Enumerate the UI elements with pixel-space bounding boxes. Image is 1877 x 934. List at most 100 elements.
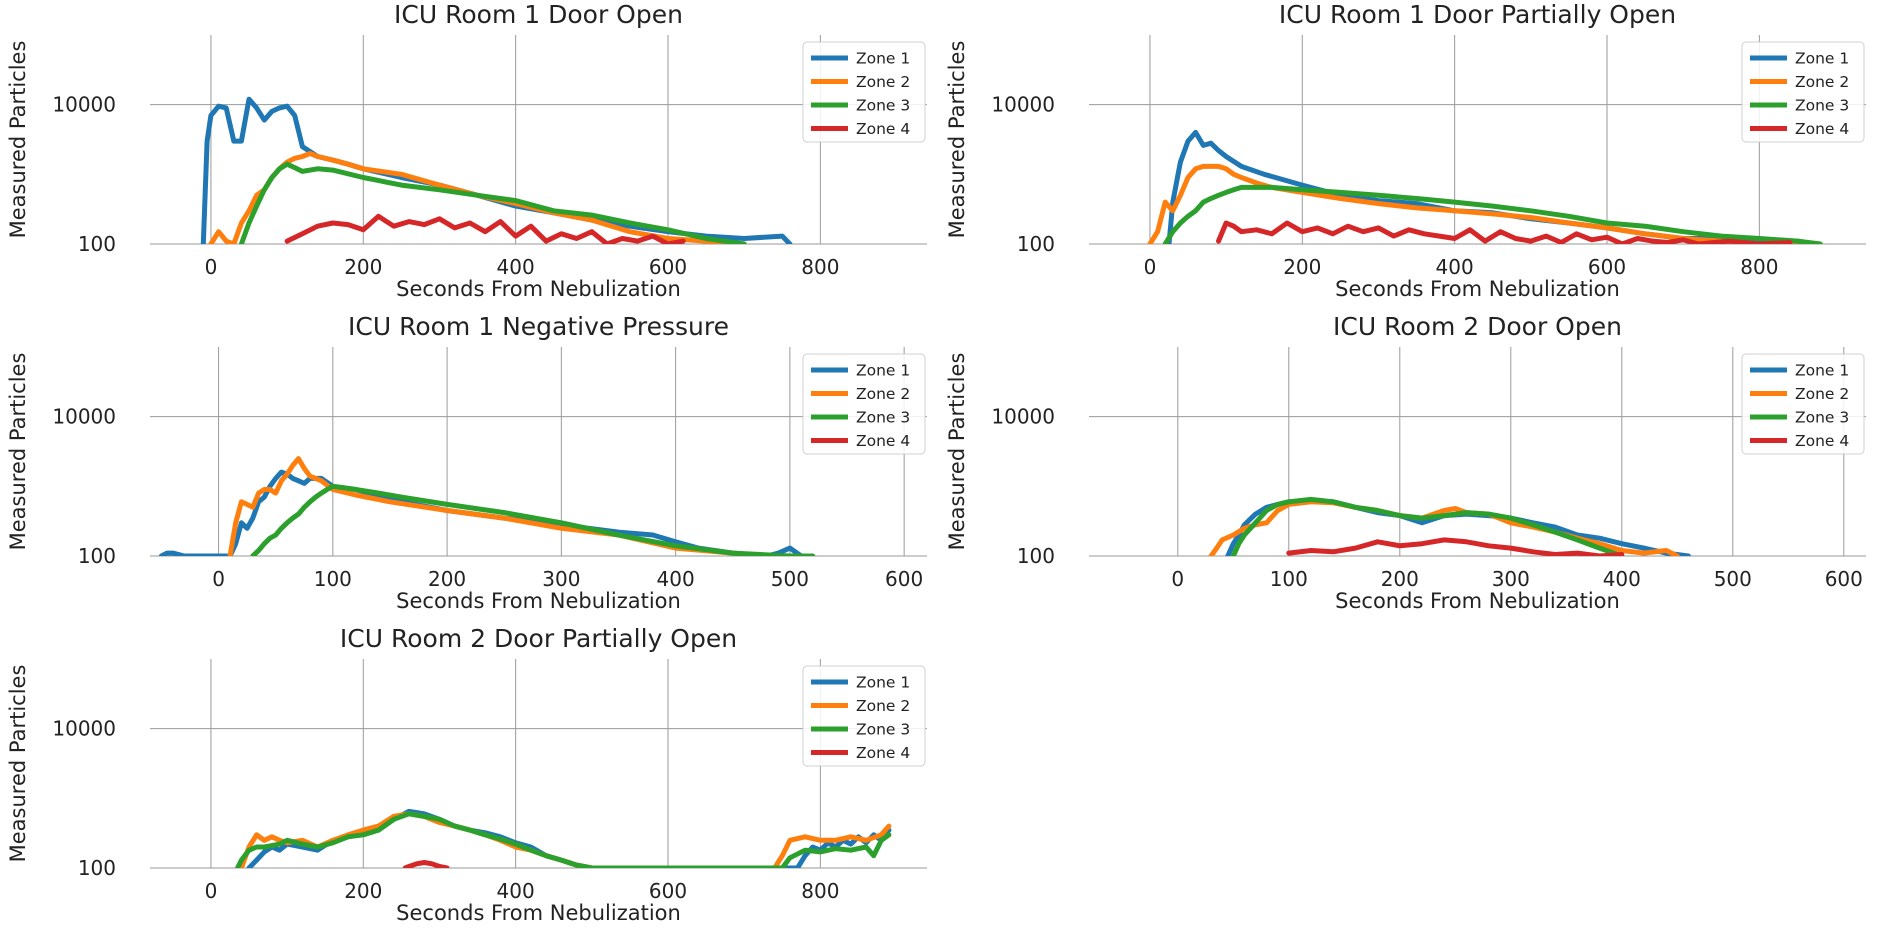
legend-entry-zone-3: Zone 3 bbox=[1795, 409, 1849, 427]
x-axis-label: Seconds From Nebulization bbox=[1335, 277, 1620, 301]
x-tick-label: 200 bbox=[344, 879, 382, 903]
x-tick-label: 200 bbox=[1283, 255, 1321, 279]
legend-entry-zone-1: Zone 1 bbox=[856, 674, 910, 692]
series-line-zone-3 bbox=[1230, 496, 1625, 556]
legend-entry-zone-4: Zone 4 bbox=[1795, 432, 1849, 450]
legend-box bbox=[1741, 41, 1865, 143]
series-line-zone-3 bbox=[250, 483, 816, 556]
series-line-zone-2 bbox=[1208, 499, 1680, 556]
legend-entry-zone-4: Zone 4 bbox=[856, 744, 910, 762]
chart-panel-2: 0 200 400 600 800 100 10000 ICU Room 1 Door Par… bbox=[945, 0, 1866, 301]
x-tick-label: 600 bbox=[649, 879, 687, 903]
x-tick-label: 500 bbox=[1714, 567, 1752, 591]
series-line-zone-2 bbox=[208, 150, 747, 244]
legend-entry-zone-2: Zone 2 bbox=[856, 385, 910, 403]
x-axis-label: Seconds From Nebulization bbox=[396, 901, 681, 925]
y-axis-label: Measured Particles bbox=[6, 665, 30, 863]
legend-entry-zone-3: Zone 3 bbox=[1795, 97, 1849, 115]
x-tick-label: 300 bbox=[1492, 567, 1530, 591]
x-axis-label: Seconds From Nebulization bbox=[396, 589, 681, 613]
y-tick-label: 100 bbox=[78, 856, 116, 880]
chart-title: ICU Room 1 Door Open bbox=[394, 0, 683, 29]
series-lines bbox=[1147, 129, 1823, 244]
legend-box bbox=[802, 665, 926, 767]
x-tick-label: 400 bbox=[1603, 567, 1641, 591]
x-tick-label: 100 bbox=[314, 567, 352, 591]
series-line-zone-3 bbox=[235, 811, 892, 868]
chart-title: ICU Room 1 Door Partially Open bbox=[1279, 0, 1676, 29]
legend-entry-zone-1: Zone 1 bbox=[856, 50, 910, 68]
x-tick-label: 600 bbox=[1588, 255, 1626, 279]
series-line-zone-4 bbox=[284, 213, 686, 244]
y-axis-label: Measured Particles bbox=[6, 353, 30, 551]
series-line-zone-2 bbox=[227, 456, 770, 556]
x-tick-label: 200 bbox=[344, 255, 382, 279]
series-line-zone-4 bbox=[1286, 537, 1625, 556]
x-tick-label: 300 bbox=[542, 567, 580, 591]
legend-box bbox=[802, 41, 926, 143]
legend: Zone 1 Zone 2 Zone 3 Zone 4 bbox=[1741, 353, 1865, 455]
legend-entry-zone-2: Zone 2 bbox=[856, 73, 910, 91]
x-tick-label: 200 bbox=[428, 567, 466, 591]
legend: Zone 1 Zone 2 Zone 3 Zone 4 bbox=[802, 41, 926, 143]
legend-entry-zone-2: Zone 2 bbox=[1795, 73, 1849, 91]
x-tick-label: 400 bbox=[497, 879, 535, 903]
series-line-zone-1 bbox=[158, 469, 804, 556]
x-tick-label: 500 bbox=[771, 567, 809, 591]
series-line-zone-4 bbox=[1216, 220, 1793, 244]
chart-panel-5: 0 200 400 600 800 100 10000 ICU Room 2 Door Par… bbox=[6, 624, 927, 925]
legend: Zone 1 Zone 2 Zone 3 Zone 4 bbox=[1741, 41, 1865, 143]
chart-title: ICU Room 2 Door Open bbox=[1333, 312, 1622, 341]
x-axis-label: Seconds From Nebulization bbox=[396, 277, 681, 301]
legend: Zone 1 Zone 2 Zone 3 Zone 4 bbox=[802, 665, 926, 767]
y-tick-label: 100 bbox=[1017, 232, 1055, 256]
x-tick-label: 0 bbox=[205, 255, 218, 279]
x-tick-label: 600 bbox=[1825, 567, 1863, 591]
x-tick-label: 0 bbox=[1171, 567, 1184, 591]
x-tick-label: 0 bbox=[212, 567, 225, 591]
y-axis-label: Measured Particles bbox=[945, 353, 969, 551]
y-tick-label: 10000 bbox=[991, 93, 1055, 117]
series-lines bbox=[158, 456, 816, 556]
x-tick-label: 800 bbox=[801, 879, 839, 903]
series-lines bbox=[235, 808, 892, 868]
legend-entry-zone-2: Zone 2 bbox=[856, 697, 910, 715]
chart-title: ICU Room 2 Door Partially Open bbox=[340, 624, 737, 653]
legend-entry-zone-4: Zone 4 bbox=[1795, 120, 1849, 138]
series-line-zone-4 bbox=[402, 860, 450, 868]
legend-entry-zone-4: Zone 4 bbox=[856, 432, 910, 450]
x-tick-label: 400 bbox=[1436, 255, 1474, 279]
chart-panel-4: 0 100 200 300 400 500 600 100 10000 ICU Room 2 Do… bbox=[945, 312, 1866, 613]
series-line-zone-3 bbox=[1162, 184, 1823, 244]
y-tick-label: 10000 bbox=[52, 717, 116, 741]
legend-entry-zone-1: Zone 1 bbox=[1795, 50, 1849, 68]
legend-entry-zone-1: Zone 1 bbox=[1795, 362, 1849, 380]
y-tick-label: 100 bbox=[78, 544, 116, 568]
x-tick-label: 400 bbox=[497, 255, 535, 279]
y-tick-label: 10000 bbox=[52, 405, 116, 429]
x-tick-label: 400 bbox=[657, 567, 695, 591]
legend-box bbox=[802, 353, 926, 455]
x-tick-label: 600 bbox=[649, 255, 687, 279]
x-tick-label: 0 bbox=[1144, 255, 1157, 279]
y-tick-label: 100 bbox=[78, 232, 116, 256]
y-tick-label: 10000 bbox=[52, 93, 116, 117]
y-axis-label: Measured Particles bbox=[945, 41, 969, 239]
legend-entry-zone-3: Zone 3 bbox=[856, 97, 910, 115]
y-tick-label: 10000 bbox=[991, 405, 1055, 429]
series-lines bbox=[1208, 496, 1691, 556]
legend-entry-zone-1: Zone 1 bbox=[856, 362, 910, 380]
legend-box bbox=[1741, 353, 1865, 455]
legend-entry-zone-3: Zone 3 bbox=[856, 721, 910, 739]
x-tick-label: 800 bbox=[1740, 255, 1778, 279]
x-tick-label: 100 bbox=[1270, 567, 1308, 591]
chart-panel-1: 0 200 400 600 800 100 10000 ICU Room 1 Door Ope… bbox=[6, 0, 927, 301]
legend-entry-zone-4: Zone 4 bbox=[856, 120, 910, 138]
series-line-zone-3 bbox=[238, 161, 747, 244]
y-axis-label: Measured Particles bbox=[6, 41, 30, 239]
chart-panel-3: 0 100 200 300 400 500 600 100 10000 ICU Room 1 Ne… bbox=[6, 312, 927, 613]
x-tick-label: 600 bbox=[885, 567, 923, 591]
chart-title: ICU Room 1 Negative Pressure bbox=[348, 312, 729, 341]
legend-entry-zone-3: Zone 3 bbox=[856, 409, 910, 427]
